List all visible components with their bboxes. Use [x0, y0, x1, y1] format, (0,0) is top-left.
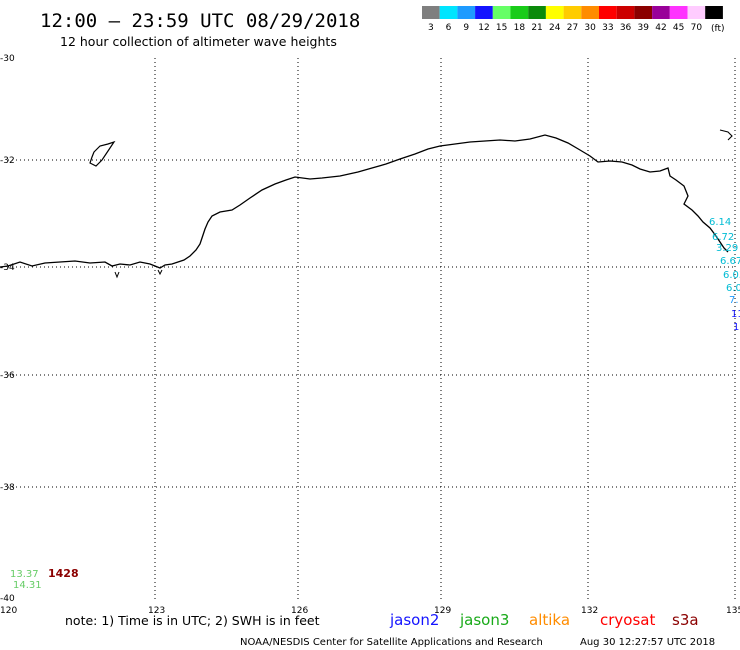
legend-label: 18 — [514, 23, 526, 33]
legend-label: 42 — [655, 23, 666, 33]
legend-swatch — [510, 6, 529, 19]
lon-label: 126 — [291, 606, 308, 616]
lon-label: 129 — [434, 606, 451, 616]
map-subtitle: 12 hour collection of altimeter wave hei… — [60, 34, 337, 49]
map-title: 12:00 – 23:59 UTC 08/29/2018 — [40, 10, 360, 32]
legend-swatch — [652, 6, 670, 19]
lat-label: -36 — [0, 371, 15, 381]
wave-height-label: 6.0 — [726, 283, 740, 294]
satellite-altika: altika — [529, 611, 570, 629]
graticule — [8, 58, 736, 602]
legend-swatch — [457, 6, 476, 19]
legend-swatch — [599, 6, 617, 19]
legend-swatch — [528, 6, 546, 19]
legend-label: 70 — [691, 23, 703, 33]
legend-label: 33 — [602, 23, 613, 33]
island — [89, 140, 116, 167]
lat-label: -34 — [0, 263, 15, 273]
lat-label: -40 — [0, 594, 15, 604]
wave-height-label: 3.29 — [716, 243, 738, 254]
wave-height-legend: 3 6 9 12 15 18 21 24 27 30 33 36 39 42 45 70 — [422, 6, 723, 33]
footer-note: note: 1) Time is in UTC; 2) SWH is in fe… — [65, 613, 320, 628]
wave-height-label: 13.37 — [10, 569, 39, 580]
legend-label: 39 — [638, 23, 650, 33]
legend-label: 45 — [673, 23, 684, 33]
satellite-s3a: s3a — [672, 611, 699, 629]
track-labels-right: 6.14 6.72 3.29 6.67 6.03 6.0 7. 11 1 — [709, 217, 740, 333]
satellite-jason3: jason3 — [459, 611, 509, 629]
lon-label: 132 — [581, 606, 598, 616]
legend-label: 24 — [549, 23, 561, 33]
legend-label: 6 — [446, 23, 452, 33]
legend-swatch — [475, 6, 493, 19]
wave-height-label: 1428 — [48, 567, 79, 580]
legend-swatch — [616, 6, 635, 19]
lat-label: -32 — [0, 156, 15, 166]
legend-swatch — [545, 6, 564, 19]
legend-unit: (ft) — [711, 24, 725, 34]
legend-swatch — [634, 6, 653, 19]
satellite-jason2: jason2 — [389, 611, 439, 629]
lon-label: 123 — [148, 606, 165, 616]
legend-swatch — [439, 6, 458, 19]
wave-height-label: 14.31 — [13, 580, 42, 591]
wave-height-label: 6.14 — [709, 217, 731, 228]
wave-height-label: 6.03 — [723, 270, 740, 281]
coast-detail — [114, 271, 120, 279]
wave-height-label: 1 — [733, 322, 739, 333]
credit-text: NOAA/NESDIS Center for Satellite Applica… — [240, 637, 543, 648]
legend-label: 36 — [620, 23, 632, 33]
wave-height-label: 11 — [731, 309, 740, 320]
legend-swatch — [705, 6, 723, 19]
legend-swatch — [669, 6, 688, 19]
legend-swatch — [492, 6, 511, 19]
legend-label: 30 — [584, 23, 596, 33]
legend-swatch — [581, 6, 599, 19]
legend-label: 27 — [567, 23, 578, 33]
legend-label: 9 — [463, 23, 469, 33]
timestamp-text: Aug 30 12:27:57 UTC 2018 — [580, 637, 715, 648]
legend-label: 12 — [478, 23, 489, 33]
coast-detail — [157, 269, 163, 276]
coastline — [0, 134, 729, 269]
wave-height-label: 6.67 — [720, 256, 740, 267]
legend-label: 15 — [496, 23, 507, 33]
legend-label: 3 — [428, 23, 434, 33]
legend-swatch — [687, 6, 706, 19]
island — [719, 129, 733, 141]
legend-swatch — [563, 6, 582, 19]
legend-swatch — [422, 6, 440, 19]
lat-label: -30 — [0, 54, 15, 64]
satellite-cryosat: cryosat — [600, 611, 655, 629]
legend-label: 21 — [531, 23, 542, 33]
lon-label-min: 120 — [0, 606, 17, 616]
lon-label-max: 135 — [726, 606, 740, 616]
wave-height-label: 6.72 — [712, 232, 734, 243]
lat-label: -38 — [0, 483, 15, 493]
wave-height-label: 7. — [729, 295, 739, 306]
